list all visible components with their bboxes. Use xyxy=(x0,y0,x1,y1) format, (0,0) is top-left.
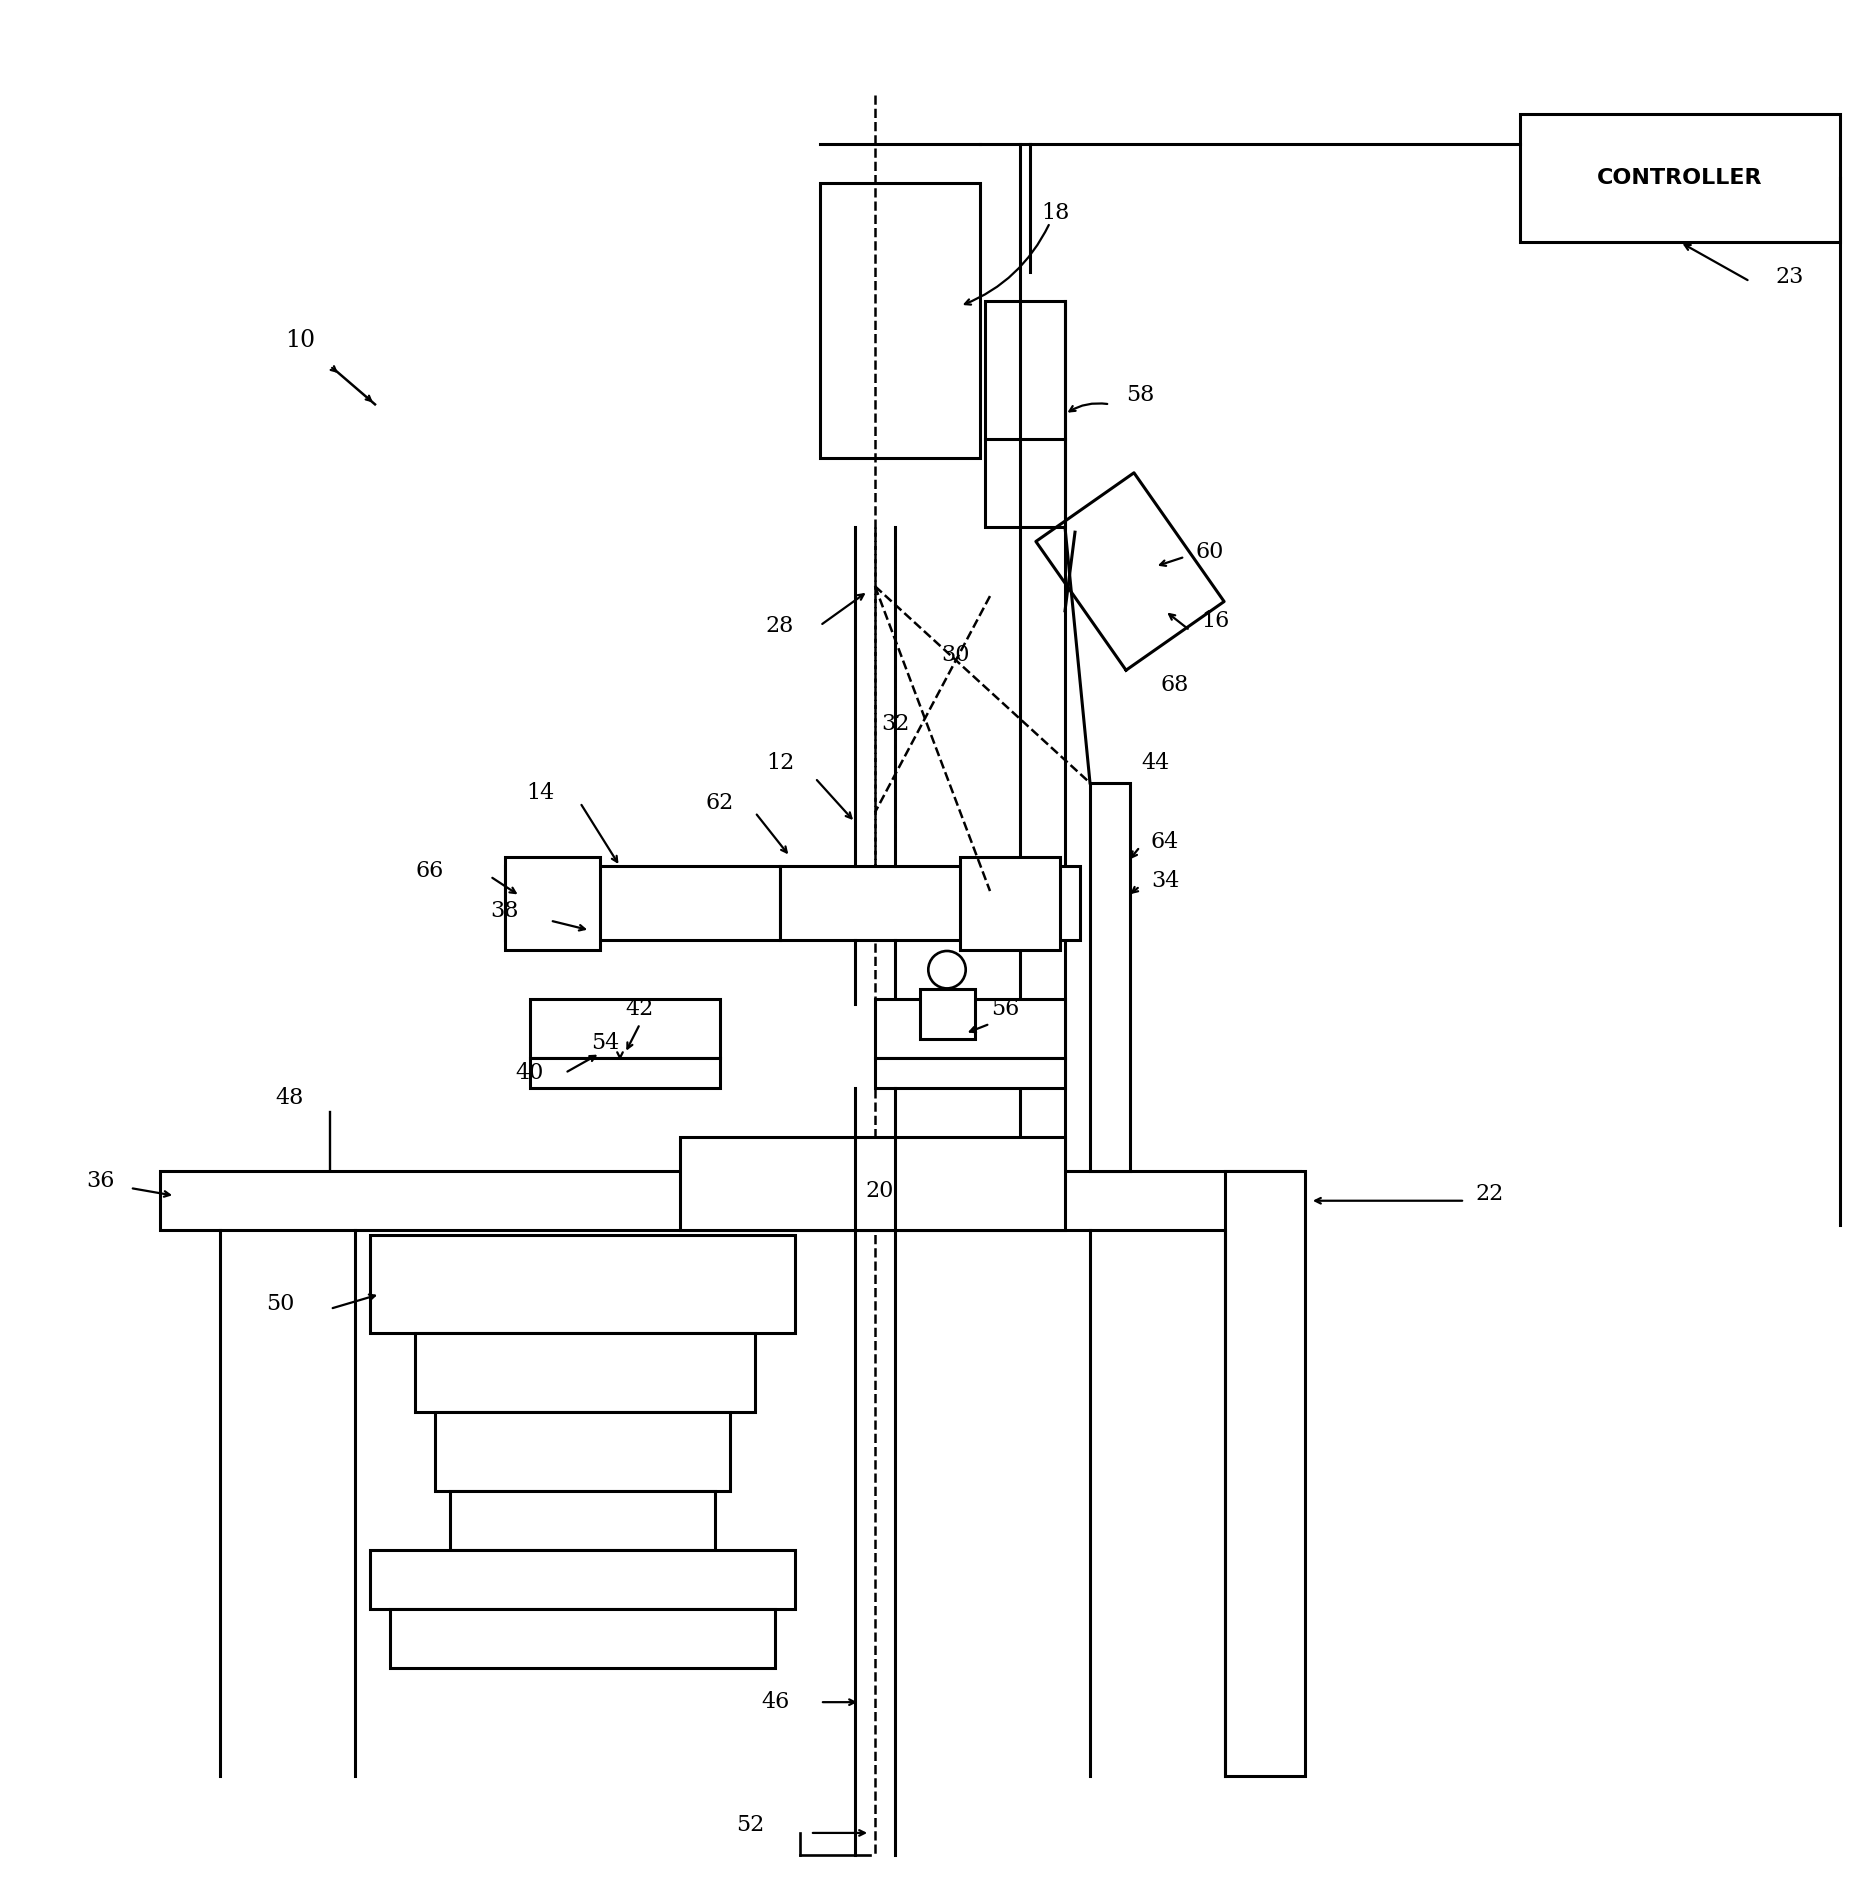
Text: 54: 54 xyxy=(591,1033,619,1054)
Text: 52: 52 xyxy=(735,1814,763,1836)
Text: 50: 50 xyxy=(266,1292,294,1315)
Bar xyxy=(679,1136,1065,1229)
Bar xyxy=(876,999,1065,1058)
Bar xyxy=(370,1549,795,1608)
Text: 14: 14 xyxy=(526,782,554,803)
Text: 23: 23 xyxy=(1776,266,1804,287)
Bar xyxy=(389,1608,775,1667)
Text: 10: 10 xyxy=(284,329,314,352)
Text: 30: 30 xyxy=(941,643,969,666)
Text: 20: 20 xyxy=(866,1180,894,1203)
Text: 22: 22 xyxy=(1476,1184,1504,1205)
Text: 18: 18 xyxy=(1040,202,1068,225)
Text: 38: 38 xyxy=(490,900,520,921)
Bar xyxy=(505,856,601,950)
Text: 48: 48 xyxy=(275,1087,305,1109)
Text: 46: 46 xyxy=(761,1692,790,1713)
Text: 60: 60 xyxy=(1196,540,1224,563)
Bar xyxy=(161,1170,1300,1229)
Text: 36: 36 xyxy=(86,1170,114,1191)
Bar xyxy=(434,1412,730,1490)
Text: 28: 28 xyxy=(765,615,793,638)
Bar xyxy=(1091,782,1130,1170)
Bar xyxy=(984,301,1065,527)
Text: 56: 56 xyxy=(992,997,1020,1020)
Text: 68: 68 xyxy=(1160,674,1190,696)
Text: 42: 42 xyxy=(627,997,655,1020)
Text: CONTROLLER: CONTROLLER xyxy=(1598,167,1762,188)
Text: 34: 34 xyxy=(1151,870,1179,893)
Text: 44: 44 xyxy=(1141,752,1169,775)
Bar xyxy=(505,866,780,940)
Text: 32: 32 xyxy=(881,714,909,735)
Bar xyxy=(780,866,1080,940)
Text: 16: 16 xyxy=(1201,609,1229,632)
Text: 64: 64 xyxy=(1151,832,1179,853)
Bar xyxy=(921,990,975,1039)
Bar xyxy=(529,1058,720,1089)
Bar xyxy=(876,1058,1065,1089)
Bar xyxy=(529,999,720,1058)
Text: 58: 58 xyxy=(1126,384,1154,405)
Bar xyxy=(415,1334,756,1412)
Bar xyxy=(1226,1170,1304,1775)
Bar xyxy=(370,1235,795,1334)
Text: 12: 12 xyxy=(765,752,793,775)
Bar xyxy=(451,1490,715,1549)
Text: 62: 62 xyxy=(705,792,733,814)
Bar xyxy=(819,183,980,459)
Text: 40: 40 xyxy=(516,1062,544,1085)
Bar xyxy=(960,856,1061,950)
Bar xyxy=(1519,114,1839,242)
Text: 66: 66 xyxy=(415,860,443,883)
